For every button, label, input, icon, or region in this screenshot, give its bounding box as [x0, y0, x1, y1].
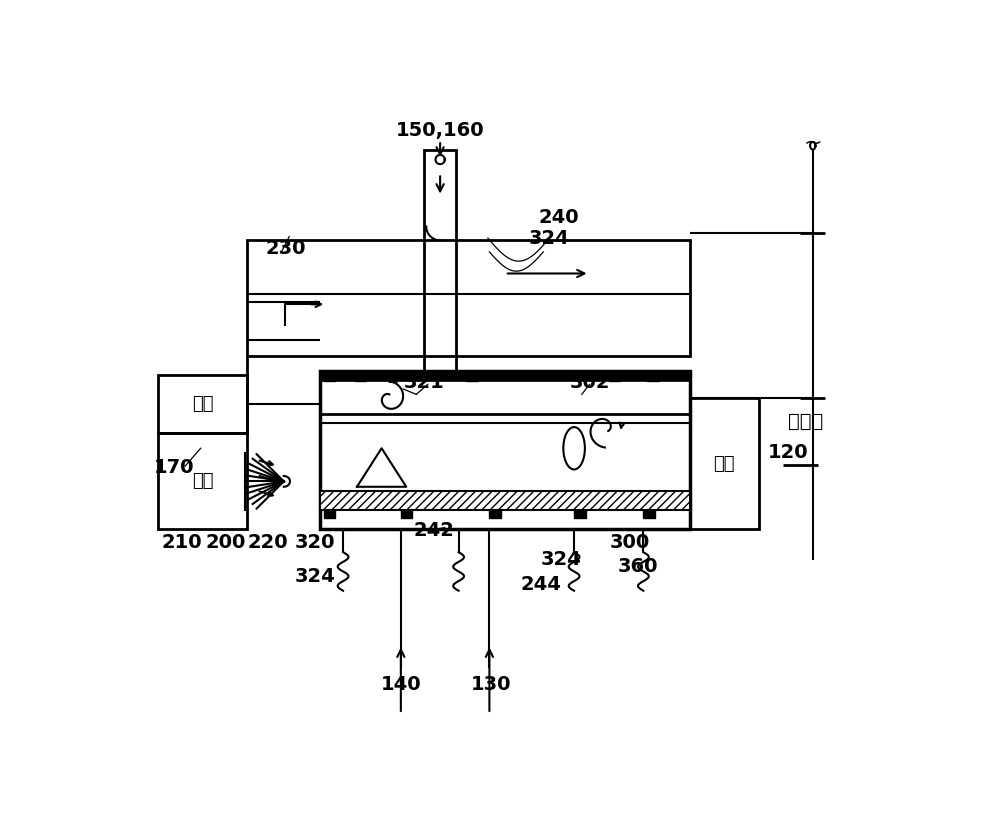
Text: 120: 120 [768, 442, 808, 462]
Text: 140: 140 [381, 675, 421, 694]
Text: 244: 244 [521, 575, 561, 594]
Text: 电机: 电机 [192, 395, 213, 413]
Ellipse shape [563, 427, 585, 469]
Text: ~: ~ [803, 132, 822, 153]
Text: 324: 324 [294, 567, 335, 587]
Bar [320, 371, 690, 529]
Text: 300: 300 [610, 534, 650, 552]
Bar [320, 371, 690, 380]
Text: 150,160: 150,160 [396, 121, 484, 140]
Bar [320, 490, 690, 510]
Text: 汽缸体: 汽缸体 [788, 412, 823, 431]
Text: 320: 320 [294, 534, 335, 552]
Bar [247, 241, 690, 356]
Bar [158, 432, 247, 529]
Text: 321: 321 [404, 374, 444, 392]
Text: 360: 360 [618, 557, 658, 575]
Bar [401, 510, 412, 517]
Text: 240: 240 [538, 208, 579, 227]
Bar [489, 510, 501, 517]
Text: 324: 324 [541, 551, 581, 570]
Text: 230: 230 [265, 238, 306, 258]
Bar [355, 374, 366, 381]
Text: 200: 200 [205, 534, 245, 552]
Text: 220: 220 [247, 534, 288, 552]
Bar [690, 398, 759, 529]
Text: 324: 324 [529, 228, 570, 247]
Bar [609, 374, 620, 381]
Bar [647, 374, 659, 381]
Bar [324, 510, 335, 517]
Text: 电机: 电机 [714, 455, 735, 472]
Text: 130: 130 [471, 675, 511, 694]
Bar [466, 374, 478, 381]
Bar [158, 375, 247, 432]
Bar [324, 374, 335, 381]
Bar [643, 510, 655, 517]
Text: 302: 302 [569, 374, 610, 392]
Text: 电机: 电机 [192, 472, 213, 490]
Bar [424, 150, 456, 371]
Text: 170: 170 [153, 458, 194, 477]
Bar [574, 510, 586, 517]
Text: 242: 242 [414, 521, 454, 540]
Text: 210: 210 [161, 534, 202, 552]
